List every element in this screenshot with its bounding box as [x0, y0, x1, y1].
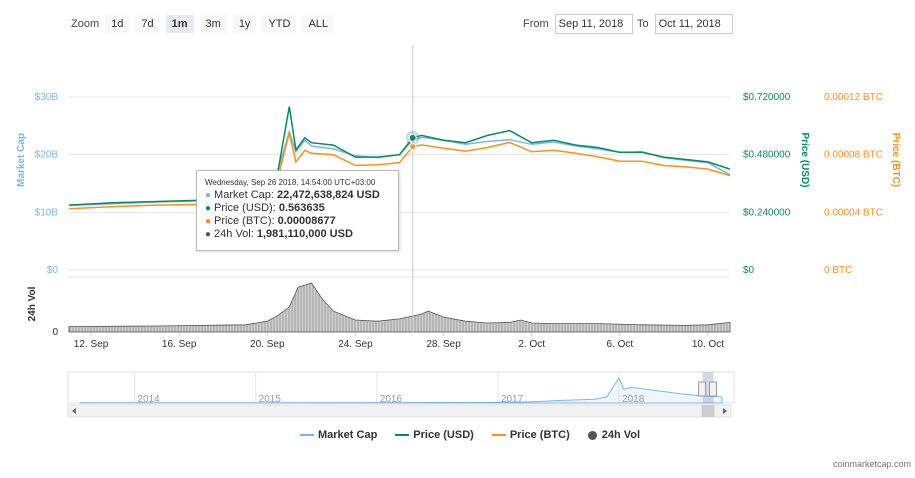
x-tick-label: 2. Oct	[518, 339, 545, 350]
tooltip: Wednesday, Sep 26 2018, 14:54:00 UTC+03:…	[196, 170, 399, 251]
market-cap-line	[68, 129, 731, 207]
zoom-button-1d[interactable]: 1d	[105, 15, 130, 33]
legend-label: Price (USD)	[413, 429, 474, 441]
legend-item-price-usd[interactable]: Price (USD)	[395, 429, 474, 441]
legend: Market Cap Price (USD) Price (BTC) 24h V…	[300, 429, 658, 441]
navigator-year-label: 2014	[138, 394, 161, 405]
tooltip-value: 22,472,638,824 USD	[277, 189, 380, 201]
legend-label: 24h Vol	[601, 429, 641, 441]
zoom-toolbar: Zoom 1d 7d 1m 3m 1y YTD ALL	[71, 13, 340, 35]
price-btc-axis-title: Price (BTC)	[890, 133, 901, 187]
navigator-year-label: 2016	[380, 394, 403, 405]
to-date-input[interactable]	[654, 14, 733, 34]
navigator-year-label: 2018	[622, 394, 645, 405]
price-usd-tick-label: $0	[743, 265, 755, 276]
navigator-handle	[698, 381, 707, 397]
price-btc-dot-icon: ●	[205, 216, 212, 227]
legend-item-market-cap[interactable]: Market Cap	[300, 429, 377, 441]
price-btc-hover-point	[409, 143, 417, 151]
market-cap-dot-icon: ●	[205, 190, 212, 201]
tooltip-label: Price (USD):	[214, 202, 276, 214]
x-tick-label: 12. Sep	[74, 339, 109, 350]
x-tick-label: 28. Sep	[426, 339, 461, 350]
tooltip-label: Price (BTC):	[214, 215, 275, 227]
tooltip-value: 0.563635	[278, 202, 325, 214]
tooltip-value: 1,981,110,000 USD	[256, 228, 353, 240]
x-tick-label: 6. Oct	[606, 339, 633, 350]
zoom-button-all[interactable]: ALL	[302, 15, 335, 33]
tooltip-value: 0.00008677	[277, 215, 336, 227]
tooltip-row-market-cap: ● Market Cap: 22,472,638,824 USD	[205, 189, 390, 202]
price-usd-hover-point	[408, 133, 417, 142]
range-from: From	[523, 13, 633, 35]
market-cap-tick-label: $0	[47, 265, 59, 276]
range-to: To	[637, 13, 733, 35]
to-label: To	[637, 18, 649, 30]
price-btc-tick-label: 0.00012 BTC	[824, 92, 883, 103]
zoom-button-3m[interactable]: 3m	[199, 15, 227, 33]
market-cap-tick-label: $10B	[35, 207, 59, 218]
market-cap-axis-title: Market Cap	[16, 133, 27, 187]
scroll-right-arrow-icon[interactable]	[723, 408, 727, 414]
tooltip-date: Wednesday, Sep 26 2018, 14:54:00 UTC+03:…	[205, 178, 376, 187]
tooltip-row-price-usd: ● Price (USD): 0.563635	[205, 202, 390, 215]
price-usd-dot-icon: ●	[205, 203, 212, 214]
price-usd-tick-label: $0.720000	[743, 92, 791, 103]
market-cap-tick-label: $30B	[35, 92, 59, 103]
legend-line-icon	[300, 434, 314, 436]
price-btc-tick-label: 0.00004 BTC	[824, 207, 883, 218]
volume-axis-title: 24h Vol	[27, 286, 38, 321]
x-tick-label: 10. Oct	[692, 339, 724, 350]
tooltip-row-price-btc: ● Price (BTC): 0.00008677	[205, 215, 390, 228]
zoom-button-1y[interactable]: 1y	[232, 15, 257, 33]
legend-line-icon	[491, 434, 506, 436]
zoom-button-ytd[interactable]: YTD	[262, 15, 297, 33]
volume-dot-icon: ●	[205, 229, 212, 240]
scrollbar-thumb	[701, 405, 715, 417]
x-tick-label: 20. Sep	[250, 339, 285, 350]
price-btc-tick-label: 0.00008 BTC	[824, 150, 883, 161]
navigator-handle	[709, 381, 718, 397]
zoom-label: Zoom	[71, 18, 100, 30]
price-btc-line	[68, 132, 731, 210]
navigator-year-label: 2017	[501, 394, 524, 405]
x-tick-label: 24. Sep	[338, 339, 373, 350]
market-cap-tick-label: $20B	[35, 150, 59, 161]
navigator-year-label: 2015	[259, 394, 282, 405]
legend-item-volume[interactable]: 24h Vol	[587, 429, 641, 441]
price-usd-line	[68, 106, 731, 206]
legend-label: Price (BTC)	[509, 429, 570, 441]
tooltip-label: Market Cap:	[214, 189, 274, 201]
legend-item-price-btc[interactable]: Price (BTC)	[491, 429, 570, 441]
scroll-left-arrow-icon[interactable]	[72, 408, 76, 414]
legend-line-icon	[395, 434, 410, 436]
legend-circle-icon	[587, 430, 597, 440]
price-usd-tick-label: $0.480000	[743, 150, 791, 161]
tooltip-row-volume: ● 24h Vol: 1,981,110,000 USD	[205, 228, 390, 241]
credit-link[interactable]: coinmarketcap.com	[832, 459, 911, 469]
tooltip-label: 24h Vol:	[214, 228, 254, 240]
zoom-button-1m[interactable]: 1m	[165, 15, 194, 33]
from-label: From	[523, 18, 549, 30]
from-date-input[interactable]	[554, 14, 633, 34]
price-usd-axis-title: Price (USD)	[799, 132, 810, 187]
price-btc-tick-label: 0 BTC	[824, 265, 852, 276]
x-tick-label: 16. Sep	[162, 339, 197, 350]
volume-tick-label: 0	[52, 327, 58, 338]
navigator-selection	[702, 372, 714, 403]
scrollbar-track	[67, 404, 732, 418]
price-usd-tick-label: $0.240000	[743, 207, 791, 218]
legend-label: Market Cap	[318, 429, 378, 441]
zoom-button-7d[interactable]: 7d	[135, 15, 160, 33]
